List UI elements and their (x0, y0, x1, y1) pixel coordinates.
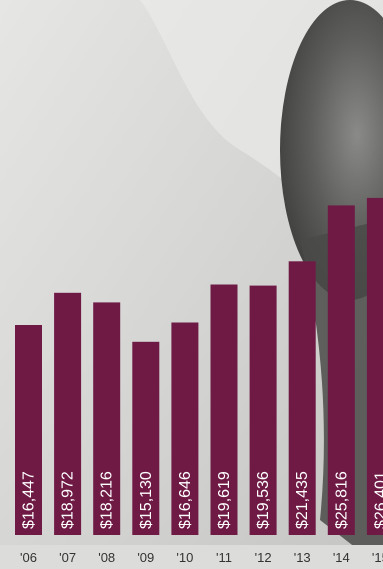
bar-4 (171, 322, 199, 535)
x-tick-label-9: '15 (372, 550, 383, 565)
x-tick-label-4: '10 (176, 550, 193, 565)
x-tick-label-6: '12 (255, 550, 272, 565)
bar-9 (366, 197, 383, 535)
bar-6 (249, 285, 277, 535)
bar-2 (93, 302, 121, 535)
bar-value-label-8: $25,816 (333, 471, 350, 529)
x-tick-label-8: '14 (333, 550, 350, 565)
bar-value-label-4: $16,646 (177, 471, 194, 529)
x-tick-label-1: '07 (59, 550, 76, 565)
bar-value-label-1: $18,972 (60, 471, 77, 529)
x-tick-label-2: '08 (98, 550, 115, 565)
bar-value-label-0: $16,447 (21, 471, 38, 529)
x-tick-label-7: '13 (294, 550, 311, 565)
bar-value-label-3: $15,130 (138, 471, 155, 529)
bar-5 (210, 284, 238, 535)
bar-value-label-5: $19,619 (216, 471, 233, 529)
bar-value-label-6: $19,536 (255, 471, 272, 529)
bar-3 (132, 341, 160, 535)
bar-value-label-9: $26,401 (372, 471, 383, 529)
bar-1 (54, 292, 82, 535)
bar-0 (15, 325, 42, 535)
x-tick-label-5: '11 (216, 550, 232, 565)
bar-8 (327, 205, 355, 535)
x-tick-label-3: '09 (137, 550, 154, 565)
bar-value-label-2: $18,216 (99, 471, 116, 529)
x-tick-label-0: '06 (20, 550, 37, 565)
bar-value-label-7: $21,435 (294, 471, 311, 529)
bar-7 (288, 261, 316, 535)
